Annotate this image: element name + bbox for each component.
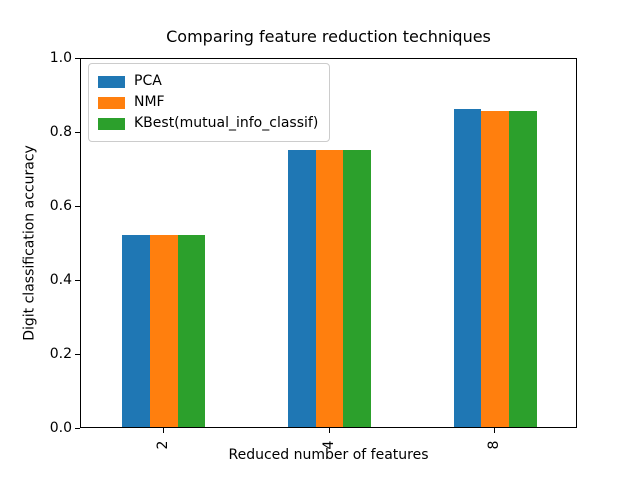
bar-nmf-x8 [481,110,509,427]
pca-color-swatch [98,75,125,88]
legend-label-kbest: KBest(mutual_info_classif) [134,115,319,131]
bar-kbest-mutual-info-classif-x2 [177,234,206,427]
y-tick-label-0.0: 0.0 [49,420,72,436]
x-axis-label: Reduced number of features [228,447,429,463]
bar-pca-x4 [288,149,316,427]
y-axis-label: Digit classification accuracy [21,145,38,341]
bar-nmf-x4 [315,149,344,427]
y-tick-mark [75,132,80,133]
legend-label-pca: PCA [134,73,162,89]
legend-label-nmf: NMF [134,94,165,110]
legend-entry-kbest: KBest(mutual_info_classif) [98,115,318,132]
bar-nmf-x2 [150,234,178,427]
y-tick-mark [75,428,80,429]
y-tick-label-0.2: 0.2 [49,346,72,362]
kbest-color-swatch [98,117,125,130]
x-tick-mark [494,428,496,433]
y-tick-mark [75,354,80,355]
bar-kbest-mutual-info-classif-x8 [509,110,537,427]
bar-kbest-mutual-info-classif-x4 [343,149,371,427]
chart-title: Comparing feature reduction techniques [166,27,491,46]
plot-area: PCA NMF KBest(mutual_info_classif) [80,58,577,428]
legend-entry-pca: PCA [98,73,318,90]
nmf-color-swatch [98,96,125,109]
x-tick-mark [162,428,164,433]
x-tick-mark [328,428,330,433]
y-tick-mark [75,280,80,281]
bar-pca-x8 [453,108,482,427]
legend-entry-nmf: NMF [98,94,318,111]
bar-pca-x2 [122,234,150,427]
y-tick-mark [75,206,80,207]
y-tick-mark [75,58,80,59]
y-tick-label-1.0: 1.0 [49,50,72,66]
y-tick-label-0.6: 0.6 [49,198,72,214]
y-tick-label-0.8: 0.8 [49,124,72,140]
legend: PCA NMF KBest(mutual_info_classif) [88,63,331,142]
y-tick-label-0.4: 0.4 [49,272,72,288]
